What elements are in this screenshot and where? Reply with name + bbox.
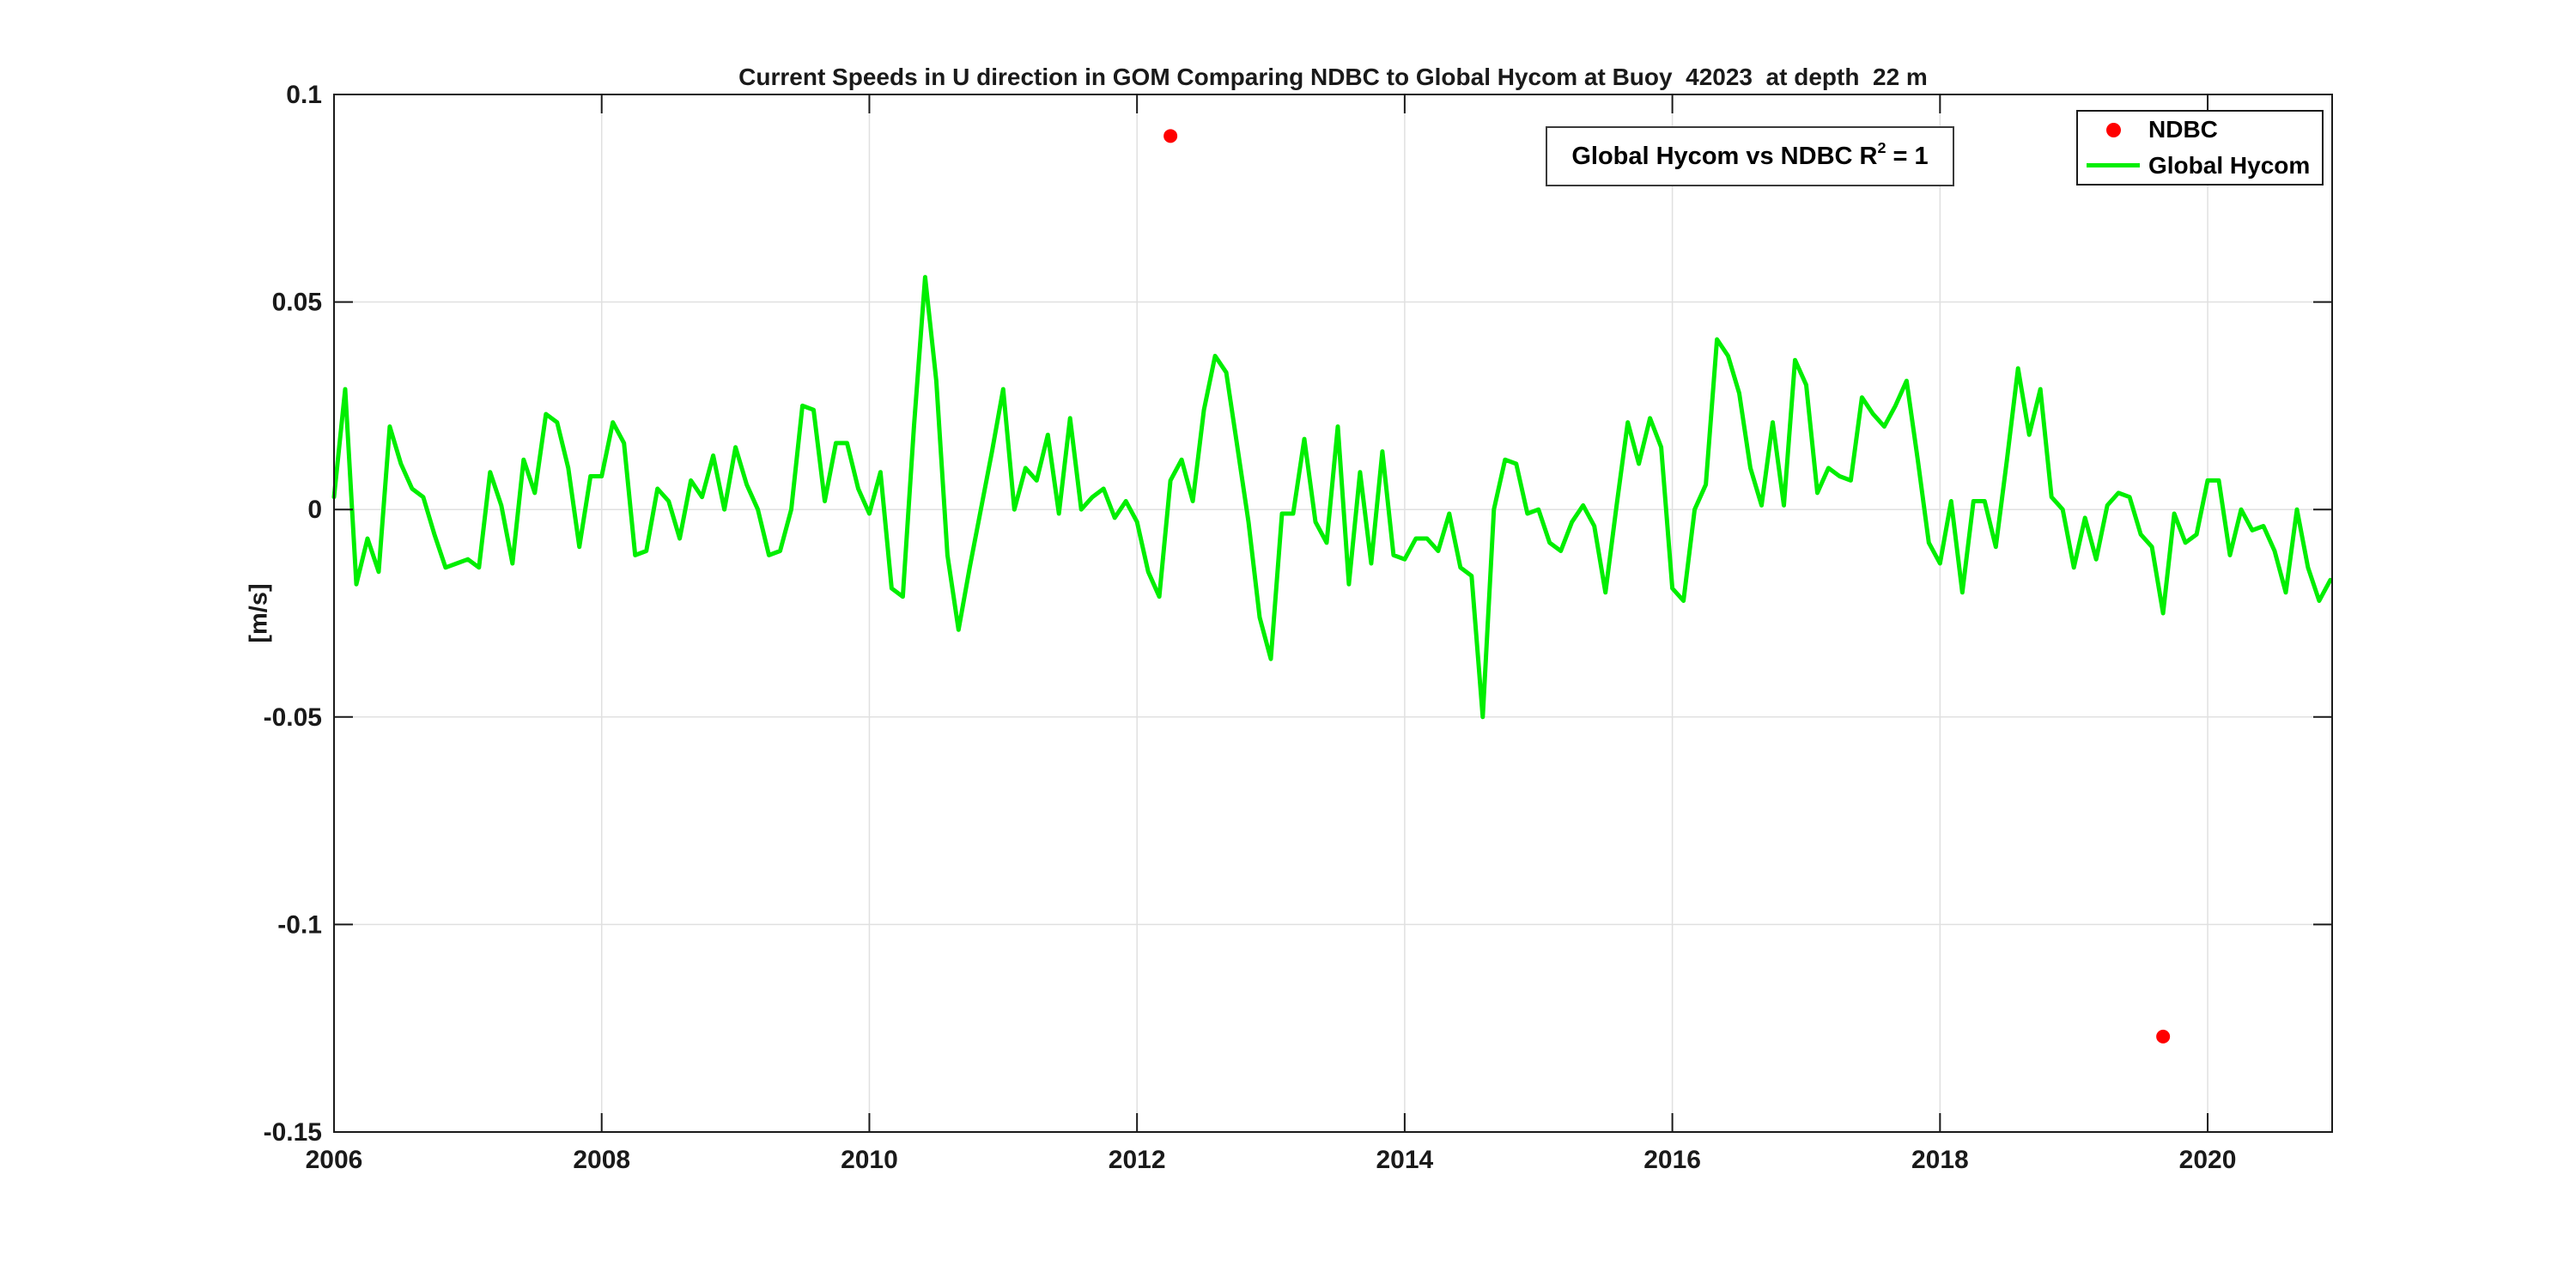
x-tick-label: 2010 — [841, 1146, 898, 1174]
legend-label-global-hycom: Global Hycom — [2148, 151, 2311, 179]
legend-item-global-hycom: Global Hycom — [2078, 149, 2322, 183]
legend-item-ndbc: NDBC — [2078, 113, 2322, 147]
annotation-suffix: = 1 — [1886, 142, 1929, 170]
x-tick-label: 2016 — [1643, 1146, 1701, 1174]
annotation-text: Global Hycom vs NDBC R — [1571, 142, 1878, 170]
y-tick-label: -0.1 — [277, 910, 322, 939]
ndbc-marker-icon — [2105, 122, 2121, 137]
y-tick-label: -0.05 — [264, 703, 322, 732]
legend-label-ndbc: NDBC — [2148, 116, 2218, 143]
chart-title: Current Speeds in U direction in GOM Com… — [738, 64, 1928, 90]
y-tick-label: 0.1 — [286, 81, 322, 109]
legend: NDBC Global Hycom — [2076, 110, 2324, 186]
x-tick-label: 2014 — [1376, 1146, 1434, 1174]
x-tick-label: 2006 — [306, 1146, 363, 1174]
y-axis-label: [m/s] — [245, 583, 273, 643]
x-tick-label: 2018 — [1911, 1146, 1969, 1174]
annotation-superscript: 2 — [1877, 138, 1886, 156]
y-tick-label: 0.05 — [272, 289, 322, 317]
x-tick-label: 2012 — [1109, 1146, 1166, 1174]
axis-box — [333, 94, 2333, 1133]
x-tick-label: 2008 — [573, 1146, 630, 1174]
ndbc-point — [2156, 1029, 2171, 1044]
legend-swatch-global-hycom — [2083, 163, 2143, 168]
y-tick-label: -0.15 — [264, 1118, 322, 1147]
x-tick-label: 2020 — [2179, 1146, 2237, 1174]
hycom-line-icon — [2087, 163, 2140, 168]
hycom-line — [331, 275, 2333, 720]
ndbc-point — [1163, 129, 1178, 143]
legend-swatch-ndbc — [2083, 122, 2143, 137]
y-tick-label: 0 — [307, 496, 322, 524]
